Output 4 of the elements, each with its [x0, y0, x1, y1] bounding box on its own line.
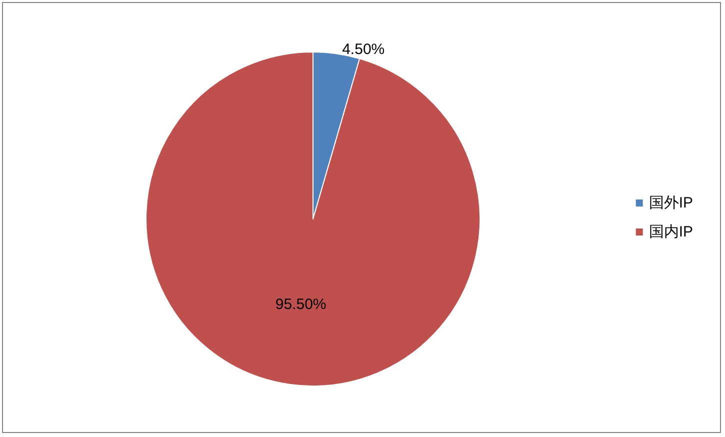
legend-label: 国内IP [648, 224, 694, 240]
legend-label: 国外IP [648, 194, 694, 212]
data-label: 4.50% [342, 41, 385, 58]
data-label: 95.50% [275, 296, 326, 314]
